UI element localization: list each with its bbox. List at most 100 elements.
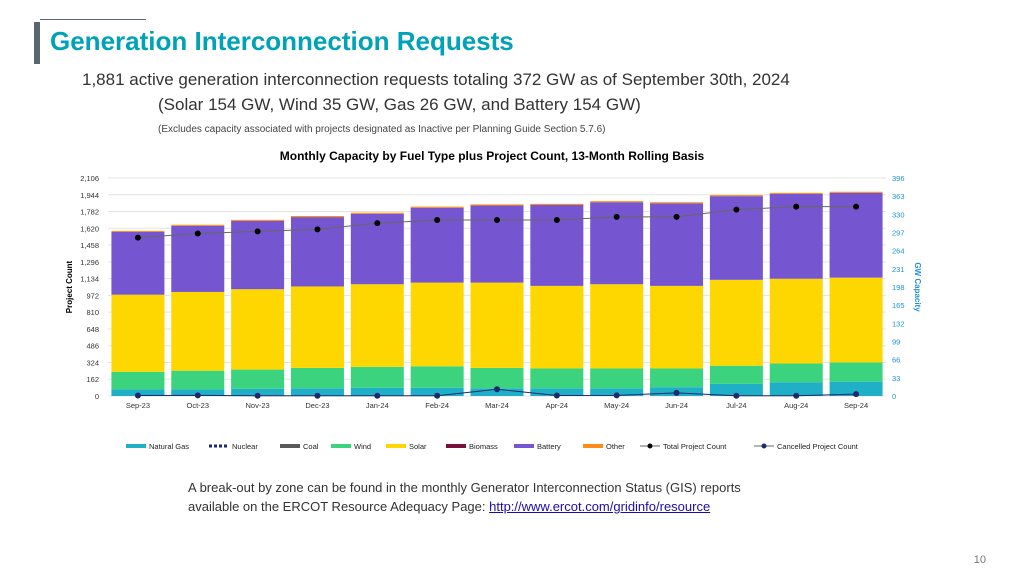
series-point xyxy=(134,392,141,399)
legend-swatch xyxy=(583,444,603,448)
series-point xyxy=(733,392,740,399)
legend-marker xyxy=(761,443,767,449)
legend-label: Natural Gas xyxy=(149,442,189,451)
x-tick-label: Sep-24 xyxy=(844,401,868,410)
left-tick-label: 972 xyxy=(86,291,99,300)
bar-segment xyxy=(769,192,823,194)
left-tick-label: 1,458 xyxy=(80,241,99,250)
series-point xyxy=(314,392,321,399)
resource-adequacy-link[interactable]: http://www.ercot.com/gridinfo/resource xyxy=(489,499,711,514)
bar-segment xyxy=(530,285,584,369)
series-point xyxy=(553,217,560,224)
bar-segment xyxy=(709,195,763,197)
x-tick-label: May-24 xyxy=(604,401,629,410)
bar-segment xyxy=(171,370,225,390)
bar-segment xyxy=(171,224,225,226)
bar-segment xyxy=(111,294,165,372)
legend-swatch xyxy=(331,444,351,448)
legend-label: Wind xyxy=(354,442,371,451)
series-point xyxy=(733,206,740,213)
right-tick-label: 165 xyxy=(892,301,905,310)
title-rule xyxy=(40,19,146,20)
left-tick-label: 0 xyxy=(95,392,99,401)
series-point xyxy=(254,392,261,399)
series-point xyxy=(613,213,620,220)
bar-segment xyxy=(590,388,644,396)
bar-segment xyxy=(231,388,285,396)
right-tick-label: 33 xyxy=(892,374,900,383)
bar-segment xyxy=(111,231,165,295)
series-point xyxy=(673,213,680,220)
x-tick-label: Jun-24 xyxy=(665,401,688,410)
x-tick-label: Sep-23 xyxy=(126,401,150,410)
bar-segment xyxy=(769,382,823,396)
series-point xyxy=(494,386,500,393)
series-point xyxy=(194,392,201,399)
legend-marker xyxy=(647,443,653,449)
series-point xyxy=(254,228,261,235)
bar-segment xyxy=(829,191,883,193)
left-tick-label: 1,782 xyxy=(80,208,99,217)
left-tick-label: 2,106 xyxy=(80,174,99,183)
right-tick-label: 99 xyxy=(892,338,900,347)
legend-label: Nuclear xyxy=(232,442,258,451)
bar-segment xyxy=(650,202,704,204)
bar-segment xyxy=(410,206,464,208)
series-point xyxy=(374,220,381,227)
title-accent-bar xyxy=(34,22,40,64)
x-tick-label: Jan-24 xyxy=(366,401,389,410)
series-point xyxy=(553,392,560,399)
bar-segment xyxy=(709,383,763,396)
bar-segment xyxy=(410,387,464,396)
x-tick-label: Jul-24 xyxy=(726,401,746,410)
x-tick-label: Feb-24 xyxy=(425,401,449,410)
footer-text: A break-out by zone can be found in the … xyxy=(188,478,741,516)
series-point xyxy=(134,234,141,241)
slide-title: Generation Interconnection Requests xyxy=(50,26,514,56)
bar-segment xyxy=(290,388,344,396)
bar-segment xyxy=(650,368,704,388)
bar-segment xyxy=(290,215,344,218)
legend-swatch xyxy=(514,444,534,448)
subtitle-line-2: (Solar 154 GW, Wind 35 GW, Gas 26 GW, an… xyxy=(158,95,641,114)
legend-label: Total Project Count xyxy=(663,442,727,451)
bar-segment xyxy=(111,230,165,232)
bar-segment xyxy=(290,367,344,389)
bar-segment xyxy=(350,284,404,367)
right-tick-label: 330 xyxy=(892,210,905,219)
footer-line-1: A break-out by zone can be found in the … xyxy=(188,480,741,495)
left-tick-label: 486 xyxy=(86,342,99,351)
bar-segment xyxy=(470,367,524,389)
bar-segment xyxy=(590,368,644,389)
legend-label: Battery xyxy=(537,442,561,451)
legend-label: Solar xyxy=(409,442,427,451)
bar-segment xyxy=(769,278,823,364)
series-point xyxy=(613,392,620,399)
subtitle-line-1: 1,881 active generation interconnection … xyxy=(82,70,790,89)
x-tick-label: Mar-24 xyxy=(485,401,509,410)
right-tick-label: 231 xyxy=(892,265,905,274)
right-tick-label: 0 xyxy=(892,392,896,401)
right-tick-label: 66 xyxy=(892,356,900,365)
bar-segment xyxy=(111,371,165,390)
left-tick-label: 1,944 xyxy=(80,191,99,200)
bar-segment xyxy=(350,387,404,396)
bar-segment xyxy=(350,366,404,388)
bar-segment xyxy=(171,291,225,371)
exclusion-note: (Excludes capacity associated with proje… xyxy=(158,124,606,135)
right-tick-label: 264 xyxy=(892,247,905,256)
bar-segment xyxy=(231,369,285,389)
bar-segment xyxy=(829,277,883,363)
bar-segment xyxy=(350,212,404,214)
left-tick-label: 1,134 xyxy=(80,275,99,284)
right-tick-label: 198 xyxy=(892,283,905,292)
bar-segment xyxy=(590,284,644,369)
legend-label: Coal xyxy=(303,442,319,451)
bar-segment xyxy=(769,363,823,383)
series-point xyxy=(494,217,500,224)
bar-segment xyxy=(171,225,225,292)
bar-segment xyxy=(410,282,464,367)
bar-segment xyxy=(290,286,344,368)
legend-swatch xyxy=(386,444,406,448)
